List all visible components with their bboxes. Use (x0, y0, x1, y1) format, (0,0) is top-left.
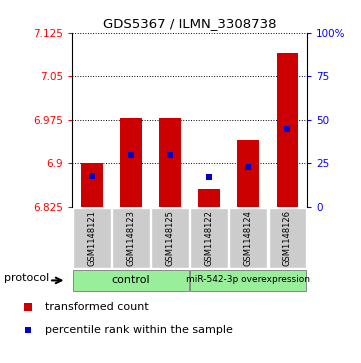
Bar (190, 270, 306, 291)
Text: percentile rank within the sample: percentile rank within the sample (45, 325, 233, 335)
Bar (230, 208, 267, 268)
Bar (73, 208, 110, 268)
Bar (198, 189, 220, 207)
Text: miR-542-3p overexpression: miR-542-3p overexpression (186, 276, 310, 285)
Text: GSM1148124: GSM1148124 (244, 210, 253, 266)
Title: GDS5367 / ILMN_3308738: GDS5367 / ILMN_3308738 (103, 17, 276, 30)
Bar (112, 208, 149, 268)
Bar (81, 163, 103, 207)
Text: transformed count: transformed count (45, 302, 149, 312)
Bar (73, 270, 189, 291)
Bar (269, 208, 306, 268)
Text: GSM1148122: GSM1148122 (205, 210, 214, 266)
Text: GSM1148126: GSM1148126 (283, 210, 292, 266)
Bar (151, 208, 189, 268)
Bar (120, 118, 142, 207)
Bar (159, 118, 181, 207)
Text: GSM1148123: GSM1148123 (126, 210, 135, 266)
Text: protocol: protocol (4, 273, 49, 283)
Bar (238, 140, 259, 207)
Bar (277, 53, 298, 207)
Text: GSM1148125: GSM1148125 (165, 210, 174, 266)
Text: GSM1148121: GSM1148121 (87, 210, 96, 266)
Bar (190, 208, 228, 268)
Text: control: control (112, 275, 150, 285)
